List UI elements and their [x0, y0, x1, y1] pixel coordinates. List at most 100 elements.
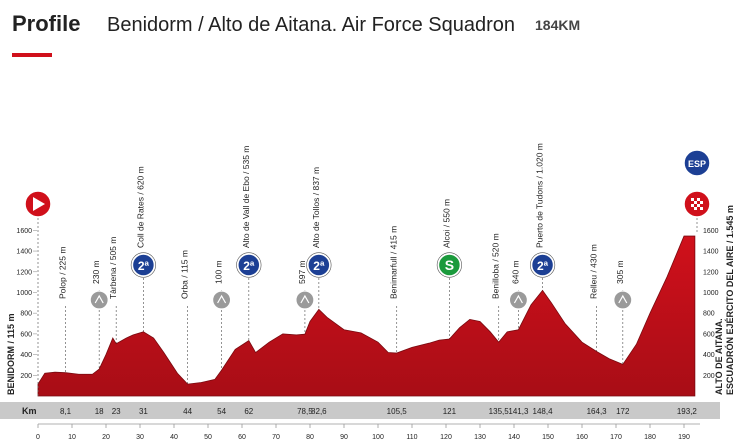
- elevation-profile: [37, 235, 696, 397]
- y-tick-label: 1600: [16, 228, 32, 235]
- waypoint-km-label: 44: [183, 407, 192, 416]
- climb-icon: [437, 253, 462, 277]
- x-tick-label: 170: [610, 434, 622, 441]
- y-tick-label: 800: [20, 311, 32, 318]
- x-tick-label: 70: [272, 434, 280, 441]
- x-tick-label: 20: [102, 434, 110, 441]
- climb-icon: [131, 253, 156, 277]
- waypoint-name: 640 m: [510, 260, 520, 284]
- x-tick-label: 40: [170, 434, 178, 441]
- waypoint-km-label: 31: [139, 407, 148, 416]
- waypoint-km-label: 18: [95, 407, 104, 416]
- climb-icon-ring: [436, 252, 463, 278]
- y-tick-label: 400: [20, 352, 32, 359]
- waypoint-name: Relleu / 430 m: [589, 244, 599, 299]
- waypoint-km-label: 164,3: [587, 407, 608, 416]
- finish-flag-square: [691, 204, 694, 207]
- waypoint-km-label: 121: [443, 407, 457, 416]
- y-tick-label: 600: [20, 331, 32, 338]
- finish-flag-square: [700, 207, 703, 210]
- waypoint-name: Coll de Rates / 620 m: [135, 166, 145, 248]
- minor-climb-icon: [89, 290, 109, 310]
- y-tick-label: 1400: [16, 249, 32, 256]
- waypoint-name: 230 m: [91, 260, 101, 284]
- subtitle: Benidorm / Alto de Aitana. Air Force Squ…: [107, 14, 515, 36]
- finish-label: ESCUADRÓN EJÉRCITO DEL AIRE / 1.545 m: [724, 205, 735, 395]
- waypoint-name: Tàrbena / 505 m: [108, 237, 118, 299]
- start-glyph: [33, 197, 45, 211]
- finish-icon-label: ESP: [688, 159, 706, 169]
- finish-flag-square: [694, 207, 697, 210]
- climb-icon-label: 2ª: [313, 259, 325, 273]
- x-tick-label: 150: [542, 434, 554, 441]
- minor-climb-icon: [613, 290, 633, 310]
- waypoint-name: Alto de Vall de Ebo / 535 m: [241, 146, 251, 248]
- y-tick-label-right: 800: [703, 311, 715, 318]
- x-tick-label: 130: [474, 434, 486, 441]
- climb-icon: [307, 253, 331, 277]
- waypoint-km-label: 54: [217, 407, 226, 416]
- title-underline: [12, 53, 52, 57]
- minor-climb-icon: [295, 290, 315, 310]
- minor-climb-glyph: [217, 294, 227, 304]
- waypoint-name: 305 m: [615, 260, 625, 284]
- climb-icon-ring: [236, 252, 262, 278]
- x-tick-label: 140: [508, 434, 520, 441]
- minor-climb-icon: [508, 290, 529, 310]
- climb-icon-label: S: [445, 257, 454, 273]
- x-tick-label: 50: [204, 434, 212, 441]
- climb-icon: [530, 253, 555, 277]
- climb-icon-label: 2ª: [138, 259, 150, 273]
- title: Profile: [12, 11, 80, 36]
- y-tick-label-right: 600: [703, 331, 715, 338]
- waypoint-name: 100 m: [214, 260, 224, 284]
- km-label: Km: [22, 406, 37, 416]
- x-tick-label: 80: [306, 434, 314, 441]
- y-tick-label: 1200: [16, 269, 32, 276]
- x-tick-label: 90: [340, 434, 348, 441]
- x-tick-label: 10: [68, 434, 76, 441]
- finish-flag-square: [700, 201, 703, 204]
- waypoint-km-label: 148,4: [533, 407, 554, 416]
- finish-jersey-icon: [683, 149, 711, 177]
- waypoint-km-label: 8,1: [60, 407, 72, 416]
- distance: 184KM: [535, 17, 580, 33]
- finish-flag-square: [697, 204, 700, 207]
- finish-label: ALTO DE AITANA.: [714, 318, 724, 395]
- waypoint-km-label: 141,3: [508, 407, 529, 416]
- x-tick-label: 120: [440, 434, 452, 441]
- x-tick-label: 0: [36, 434, 40, 441]
- waypoint-name: Benimarfull / 415 m: [389, 226, 399, 299]
- start-label: BENIDORM / 115 m: [6, 313, 16, 395]
- climb-icon-label: 2ª: [243, 259, 255, 273]
- waypoint-km-label: 82,6: [311, 407, 327, 416]
- waypoint-km-label: 62: [244, 407, 253, 416]
- y-tick-label: 200: [20, 373, 32, 380]
- x-tick-label: 160: [576, 434, 588, 441]
- y-tick-label-right: 1600: [703, 228, 719, 235]
- waypoint-km-label: 105,5: [387, 407, 408, 416]
- minor-climb-glyph: [618, 294, 628, 304]
- finish-flag-square: [697, 198, 700, 201]
- waypoint-name: Alto de Tollos / 837 m: [311, 167, 321, 248]
- waypoint-name: Alcoi / 550 m: [441, 199, 451, 248]
- climb-icon-ring: [529, 252, 556, 278]
- x-tick-label: 30: [136, 434, 144, 441]
- waypoint-name: 597 m: [297, 260, 307, 284]
- x-tick-label: 190: [678, 434, 690, 441]
- climb-icon-ring: [130, 252, 156, 278]
- y-tick-label-right: 200: [703, 373, 715, 380]
- minor-climb-glyph: [94, 294, 104, 304]
- x-tick-label: 110: [406, 434, 417, 441]
- waypoint-km-label: 135,5: [489, 407, 510, 416]
- y-tick-label-right: 1200: [703, 269, 719, 276]
- x-tick-label: 180: [644, 434, 656, 441]
- climb-icon-label: 2ª: [537, 259, 549, 273]
- minor-climb-glyph: [513, 294, 523, 304]
- waypoint-name: Puerto de Tudons / 1.020 m: [535, 143, 545, 248]
- x-tick-label: 60: [238, 434, 246, 441]
- waypoint-name: Benilloba / 520 m: [491, 233, 501, 299]
- climb-icon: [237, 253, 261, 277]
- minor-climb-icon: [212, 290, 232, 310]
